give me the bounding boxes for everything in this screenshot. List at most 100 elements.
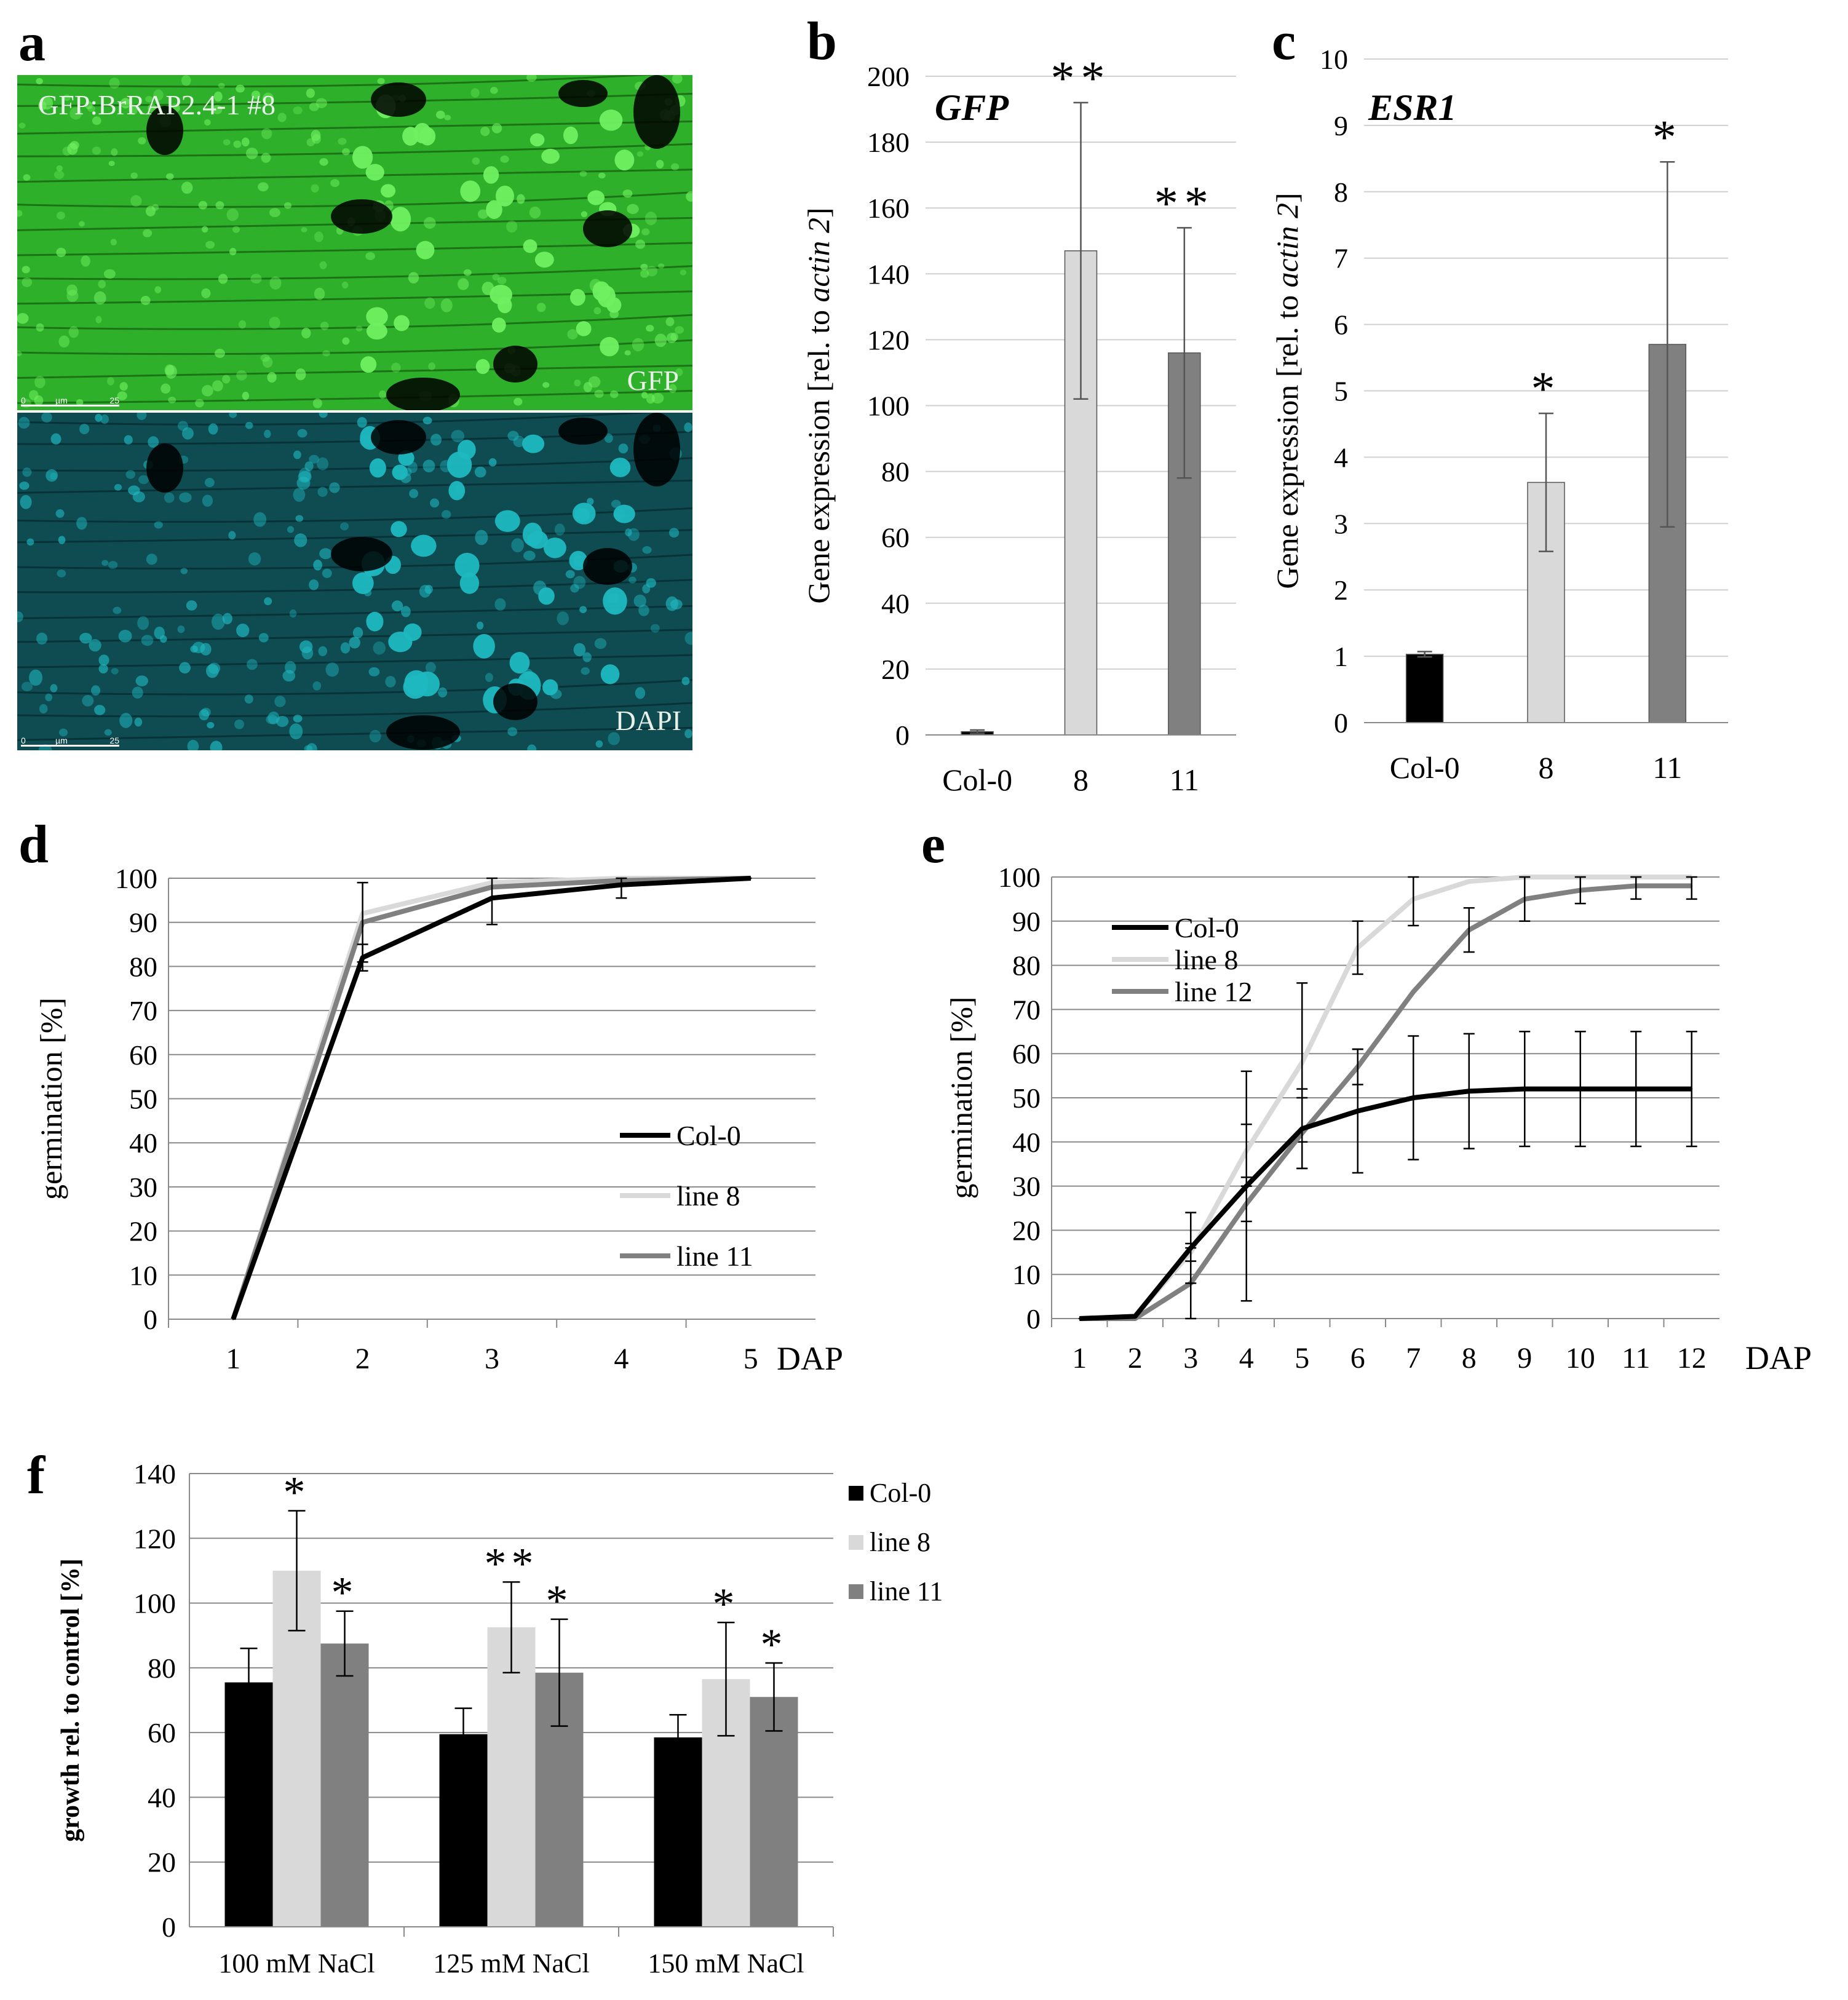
nucleus: [587, 190, 605, 205]
nucleus: [491, 317, 506, 333]
nucleus: [403, 623, 422, 641]
nucleus: [120, 98, 131, 109]
nucleus: [675, 326, 684, 334]
nucleus: [222, 613, 232, 625]
nucleus: [138, 475, 149, 485]
vacuole: [558, 80, 608, 107]
nucleus: [87, 105, 95, 112]
cell-wall-row: [17, 726, 692, 741]
x-tick-label: 4: [614, 1343, 629, 1375]
y-tick-label: 5: [1334, 376, 1348, 407]
nucleus: [192, 641, 205, 654]
cell-walls: [17, 413, 692, 741]
error-bar: [765, 1662, 783, 1732]
nucleus: [207, 721, 215, 729]
nucleus: [579, 170, 587, 177]
nucleus: [282, 670, 296, 682]
nucleus: [137, 616, 149, 630]
nucleus: [633, 594, 646, 608]
nucleus: [524, 669, 533, 680]
nucleus: [352, 146, 373, 169]
nucleus: [641, 228, 650, 236]
nucleus: [69, 141, 79, 150]
nucleus: [57, 211, 65, 220]
nucleus: [473, 633, 495, 659]
nucleus: [454, 552, 480, 578]
nucleus: [435, 110, 445, 119]
nucleus: [181, 75, 191, 86]
nucleus: [597, 285, 616, 308]
nucleus: [613, 504, 635, 523]
nucleus: [93, 291, 106, 305]
error-bar-Col-0: [970, 729, 985, 734]
dapi-channel-label: DAPI: [615, 705, 681, 736]
error-bar: [454, 1707, 472, 1761]
cell-wall-row: [17, 605, 692, 619]
x-tick-label: 5: [744, 1343, 758, 1375]
nucleus: [269, 208, 280, 218]
nucleus: [21, 681, 33, 691]
nucleus: [569, 288, 585, 306]
nucleus: [29, 669, 43, 686]
nucleus: [18, 416, 30, 429]
nucleus: [583, 382, 592, 392]
x-axis-label: DAP: [777, 1340, 843, 1377]
nucleus: [686, 191, 692, 202]
y-tick-label: 50: [1012, 1082, 1041, 1114]
nucleus: [276, 715, 289, 728]
nucleus: [250, 274, 262, 284]
nucleus: [236, 370, 247, 381]
nucleus: [58, 335, 70, 348]
nucleus: [29, 390, 39, 400]
y-tick-label: 180: [867, 127, 910, 158]
nucleus: [557, 611, 569, 625]
y-tick-label: 10: [1012, 1259, 1041, 1290]
nucleus: [81, 255, 90, 267]
nucleus: [422, 416, 432, 424]
error-bar-11: [1176, 227, 1192, 479]
error-bar: [357, 943, 368, 972]
x-tick-label: 4: [1239, 1342, 1254, 1375]
nucleus: [17, 312, 29, 324]
gfp-channel-label: GFP: [627, 365, 679, 396]
scalebar-start: 0: [21, 736, 26, 745]
nucleus: [293, 488, 306, 502]
nucleus: [213, 91, 223, 102]
series-line-line-12: [1079, 883, 1692, 1321]
nucleus: [573, 576, 586, 589]
error-bar: [669, 1713, 687, 1761]
y-axis-label: Gene expression [rel. to actin 2]: [1270, 192, 1304, 589]
nucleus: [425, 662, 436, 673]
nucleus: [242, 391, 250, 400]
y-tick-label: 0: [162, 1911, 176, 1943]
nucleus: [536, 303, 546, 312]
nucleus: [218, 82, 225, 89]
y-tick-label: 90: [1012, 906, 1041, 937]
error-bar-11: [1660, 161, 1675, 528]
nucleus: [593, 307, 601, 315]
nucleus: [646, 578, 656, 588]
y-tick-label: 20: [881, 654, 910, 685]
nucleus: [45, 693, 53, 702]
nucleus: [23, 174, 31, 181]
nucleus: [496, 185, 514, 207]
panel-letter-d: d: [18, 815, 49, 875]
y-tick-label: 100: [115, 863, 157, 894]
gfp-cells-drawing: [17, 75, 692, 410]
vacuole: [633, 75, 680, 149]
x-tick-label: 11: [1622, 1342, 1650, 1375]
cell-wall-row: [17, 679, 692, 696]
nucleus: [223, 139, 231, 146]
legend-label: Col-0: [870, 1478, 931, 1508]
error-bar: [1630, 876, 1642, 900]
nucleus: [554, 523, 565, 536]
y-axis-label-prefix: Gene expression [rel. to: [1270, 288, 1304, 589]
nucleus: [124, 435, 133, 445]
nucleus: [402, 467, 412, 477]
nucleus: [463, 269, 472, 276]
error-bar: [336, 1610, 354, 1677]
nucleus: [509, 652, 530, 674]
scalebar-end: 25: [109, 395, 119, 405]
